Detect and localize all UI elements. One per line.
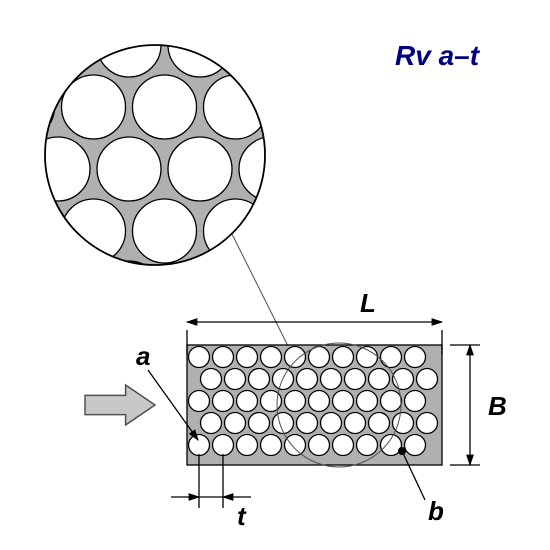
dim-label-t: t <box>237 501 247 531</box>
dim-label-B: B <box>488 391 507 421</box>
magnifier-connector-line <box>232 234 295 360</box>
dim-label-L: L <box>360 288 376 318</box>
leader-b-dot <box>398 447 406 455</box>
sheet-holes <box>189 347 438 456</box>
perforation-diagram: L Bt a b <box>0 0 550 550</box>
magnifier-holes <box>0 13 410 387</box>
dim-label-b: b <box>428 496 444 526</box>
direction-arrow <box>85 385 155 425</box>
diagram-title: Rv a–t <box>395 40 479 72</box>
dim-label-a: a <box>136 341 150 371</box>
